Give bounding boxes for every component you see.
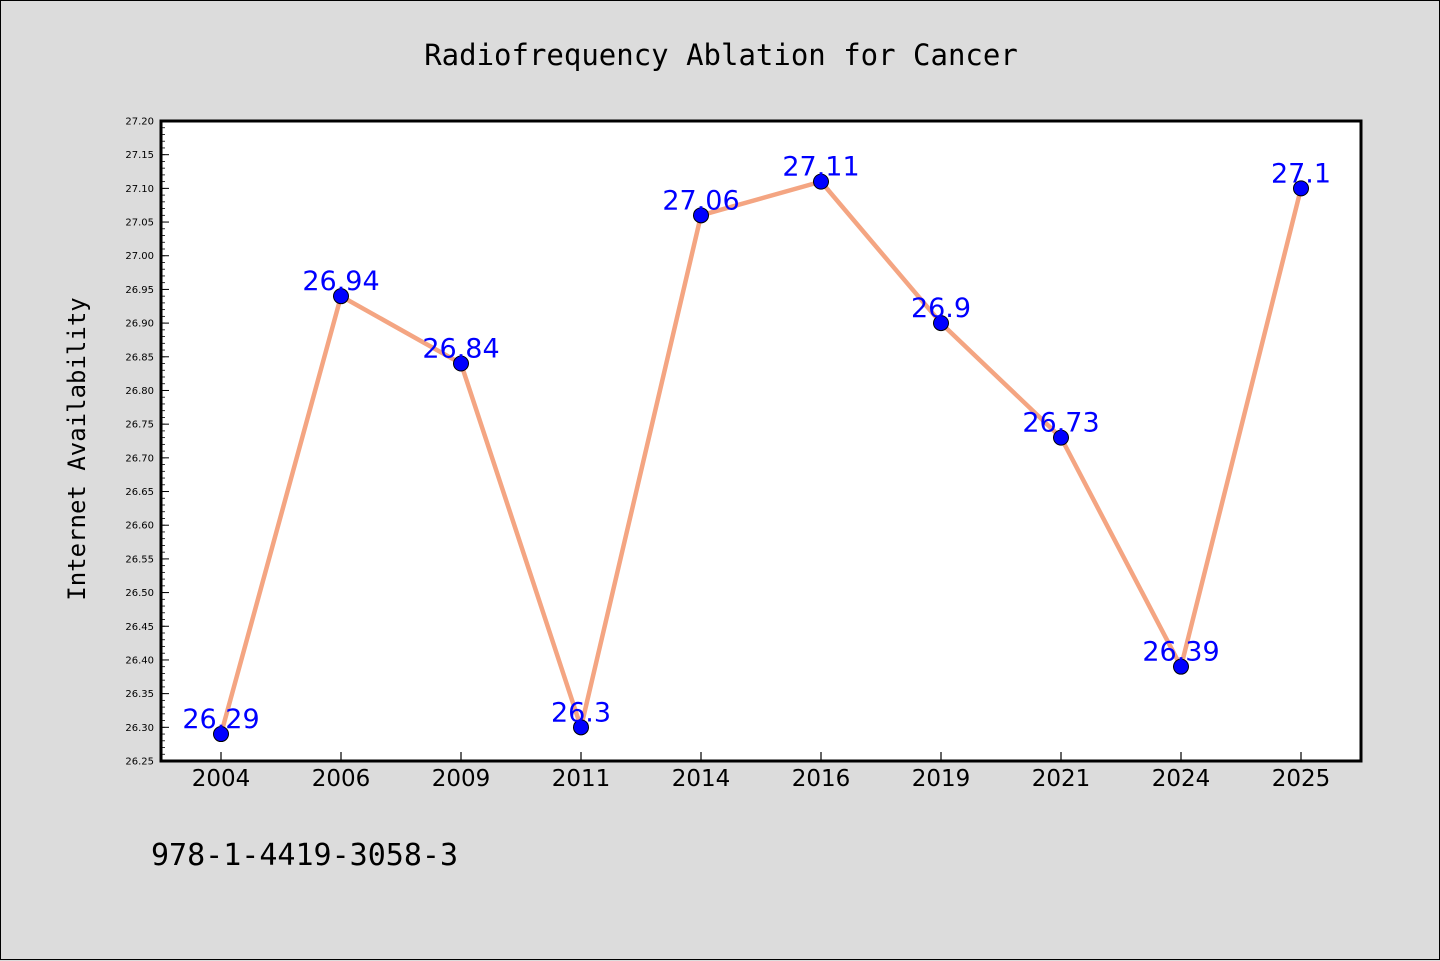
y-tick-label: 26.85 [125, 352, 154, 363]
x-tick-label: 2014 [672, 766, 731, 792]
data-label: 26.94 [302, 266, 379, 297]
data-label: 27.06 [662, 185, 739, 216]
y-tick-label: 26.90 [125, 319, 154, 330]
data-label: 26.39 [1142, 637, 1219, 668]
x-tick-label: 2011 [552, 766, 611, 792]
data-point [1173, 658, 1189, 675]
data-label: 27.1 [1271, 158, 1331, 189]
x-tick-label: 2021 [1032, 766, 1091, 792]
y-tick-label: 27.10 [125, 184, 154, 195]
y-axis-label: Internet Availability [63, 297, 91, 600]
x-axis: 2004 2006 2009 2011 2014 2016 2019 2021 2024 2025 [192, 752, 1331, 792]
y-tick-label: 26.25 [125, 757, 154, 768]
y-tick-label: 26.95 [125, 285, 154, 296]
y-tick-label: 27.20 [125, 117, 154, 128]
data-label: 26.29 [182, 704, 259, 735]
y-tick-label: 26.65 [125, 487, 154, 498]
y-tick-label: 26.70 [125, 453, 154, 464]
y-tick-label: 27.05 [125, 218, 154, 229]
x-tick-label: 2024 [1152, 766, 1211, 792]
y-axis: 26.25 26.30 26.35 26.40 26.45 26.50 26.55 26.60… [125, 117, 169, 768]
data-point [933, 315, 949, 332]
data-point [1053, 429, 1069, 446]
data-point [213, 726, 229, 743]
x-tick-label: 2004 [192, 766, 251, 792]
data-point [813, 173, 829, 190]
series-line-group [218, 179, 1304, 737]
series-line [218, 179, 1304, 737]
y-tick-label: 26.60 [125, 521, 154, 532]
y-tick-label: 26.75 [125, 420, 154, 431]
y-tick-label: 26.50 [125, 588, 154, 599]
y-tick-label: 27.15 [125, 150, 154, 161]
x-tick-label: 2016 [792, 766, 851, 792]
data-point [693, 207, 709, 224]
y-tick-label: 26.35 [125, 689, 154, 700]
data-label-group: 26.29 26.94 26.84 26.3 27.06 27.11 26.9 26.73 26… [182, 152, 1331, 735]
data-point [573, 719, 589, 736]
data-label: 26.73 [1022, 408, 1099, 439]
y-tick-label: 26.30 [125, 723, 154, 734]
data-point [1293, 180, 1309, 197]
data-point [333, 288, 349, 305]
data-label: 26.3 [551, 697, 611, 728]
x-tick-label: 2009 [432, 766, 491, 792]
y-tick-label: 26.40 [125, 655, 154, 666]
y-tick-label: 26.80 [125, 386, 154, 397]
data-label: 26.84 [422, 334, 499, 365]
plot-area [159, 119, 1363, 763]
data-point [453, 355, 469, 372]
x-tick-label: 2025 [1272, 766, 1331, 792]
y-tick-label: 26.55 [125, 554, 154, 565]
marker-group [213, 173, 1309, 743]
x-tick-label: 2019 [912, 766, 971, 792]
y-tick-label: 27.00 [125, 251, 154, 262]
x-tick-label: 2006 [312, 766, 371, 792]
data-label: 27.11 [782, 152, 859, 183]
y-tick-label: 26.45 [125, 622, 154, 633]
isbn-text: 978-1-4419-3058-3 [151, 838, 458, 873]
data-label: 26.9 [911, 293, 971, 324]
chart-title: Radiofrequency Ablation for Cancer [424, 38, 1018, 72]
